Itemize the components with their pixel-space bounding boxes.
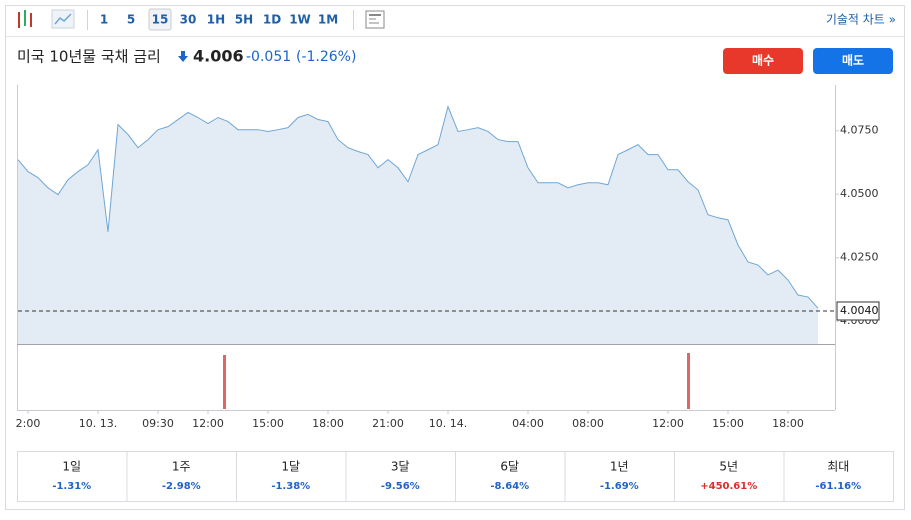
x-tick-label: 12:00 <box>652 417 684 430</box>
x-tick-label: 18:00 <box>312 417 344 430</box>
performance-change[interactable]: -2.98% <box>162 481 201 492</box>
change-pct: (-1.26%) <box>296 49 356 65</box>
performance-period[interactable]: 최대 <box>827 460 849 474</box>
performance-change[interactable]: -1.31% <box>52 481 91 492</box>
buy-label[interactable]: 매수 <box>752 53 774 68</box>
x-tick-label: 21:00 <box>372 417 404 430</box>
interval[interactable]: 1W <box>289 13 311 27</box>
x-tick-label: 18:00 <box>772 417 804 430</box>
down-arrow <box>178 51 188 62</box>
instrument-title: 미국 10년물 국채 금리 <box>17 48 161 66</box>
performance-cell[interactable] <box>783 451 894 502</box>
performance-period[interactable]: 1주 <box>172 460 191 474</box>
change: -0.051 <box>246 49 291 65</box>
performance-cell[interactable] <box>564 451 675 502</box>
performance-period[interactable]: 1일 <box>62 460 81 474</box>
chart: Investing.com4.00004.02504.05004.07502:0… <box>16 85 880 430</box>
candle-icon[interactable] <box>18 10 32 28</box>
volume-bar <box>223 355 226 409</box>
x-tick-label: 10. 13. <box>79 417 117 430</box>
volume-bar <box>687 353 690 409</box>
last-price-box <box>836 301 880 321</box>
x-tick-label: 04:00 <box>512 417 544 430</box>
performance-cell[interactable] <box>674 451 785 502</box>
x-tick-label: 2:00 <box>16 417 41 430</box>
performance-cell[interactable] <box>126 451 237 502</box>
x-tick-label: 09:30 <box>142 417 174 430</box>
technical-chart-link[interactable]: 기술적 차트 » <box>826 13 896 27</box>
y-tick-label: 4.0250 <box>840 251 879 264</box>
price: 4.006 <box>193 47 244 66</box>
x-tick-label: 15:00 <box>252 417 284 430</box>
performance-period[interactable]: 3달 <box>391 460 410 474</box>
performance-period[interactable]: 1년 <box>610 460 629 474</box>
interval-selected[interactable] <box>148 8 172 31</box>
area-icon[interactable] <box>51 9 75 29</box>
performance-change[interactable]: -1.69% <box>600 481 639 492</box>
sell-button[interactable] <box>813 48 893 74</box>
sell-label[interactable]: 매도 <box>842 53 864 68</box>
interval[interactable]: 30 <box>180 13 197 27</box>
interval[interactable]: 1D <box>263 13 281 27</box>
interval[interactable]: 15 <box>152 13 169 27</box>
settings-icon[interactable] <box>365 10 385 29</box>
x-tick-label: 12:00 <box>192 417 224 430</box>
performance-change[interactable]: -9.56% <box>381 481 420 492</box>
y-tick-label: 4.0750 <box>840 124 879 137</box>
x-tick-label: 08:00 <box>572 417 604 430</box>
performance-period[interactable]: 1달 <box>281 460 300 474</box>
performance-cell[interactable] <box>345 451 456 502</box>
price-line <box>17 104 819 309</box>
x-tick-label: 15:00 <box>712 417 744 430</box>
performance-cell[interactable] <box>17 451 128 502</box>
buy-button[interactable] <box>723 48 803 74</box>
performance-period[interactable]: 5년 <box>719 460 738 474</box>
performance-cell[interactable] <box>236 451 347 502</box>
performance-change[interactable]: -8.64% <box>490 481 529 492</box>
performance-change[interactable]: -61.16% <box>815 481 861 492</box>
interval[interactable]: 5H <box>235 13 253 27</box>
performance-change[interactable]: +450.61% <box>700 481 757 492</box>
interval[interactable]: 1 <box>100 13 108 27</box>
area-fill <box>18 106 818 344</box>
performance-period[interactable]: 6달 <box>500 460 519 474</box>
interval[interactable]: 1H <box>207 13 225 27</box>
performance-table: 1일 -1.31% 1주 -2.98% 1달 -1.38% 3달 -9.56% 6달 -8.64%… <box>17 451 894 502</box>
x-tick-label: 10. 14. <box>429 417 467 430</box>
last-price-label: 4.0040 <box>840 304 879 317</box>
interval[interactable]: 1M <box>318 13 338 27</box>
performance-change[interactable]: -1.38% <box>271 481 310 492</box>
interval[interactable]: 5 <box>127 13 135 27</box>
y-tick-label: 4.0500 <box>840 187 879 200</box>
